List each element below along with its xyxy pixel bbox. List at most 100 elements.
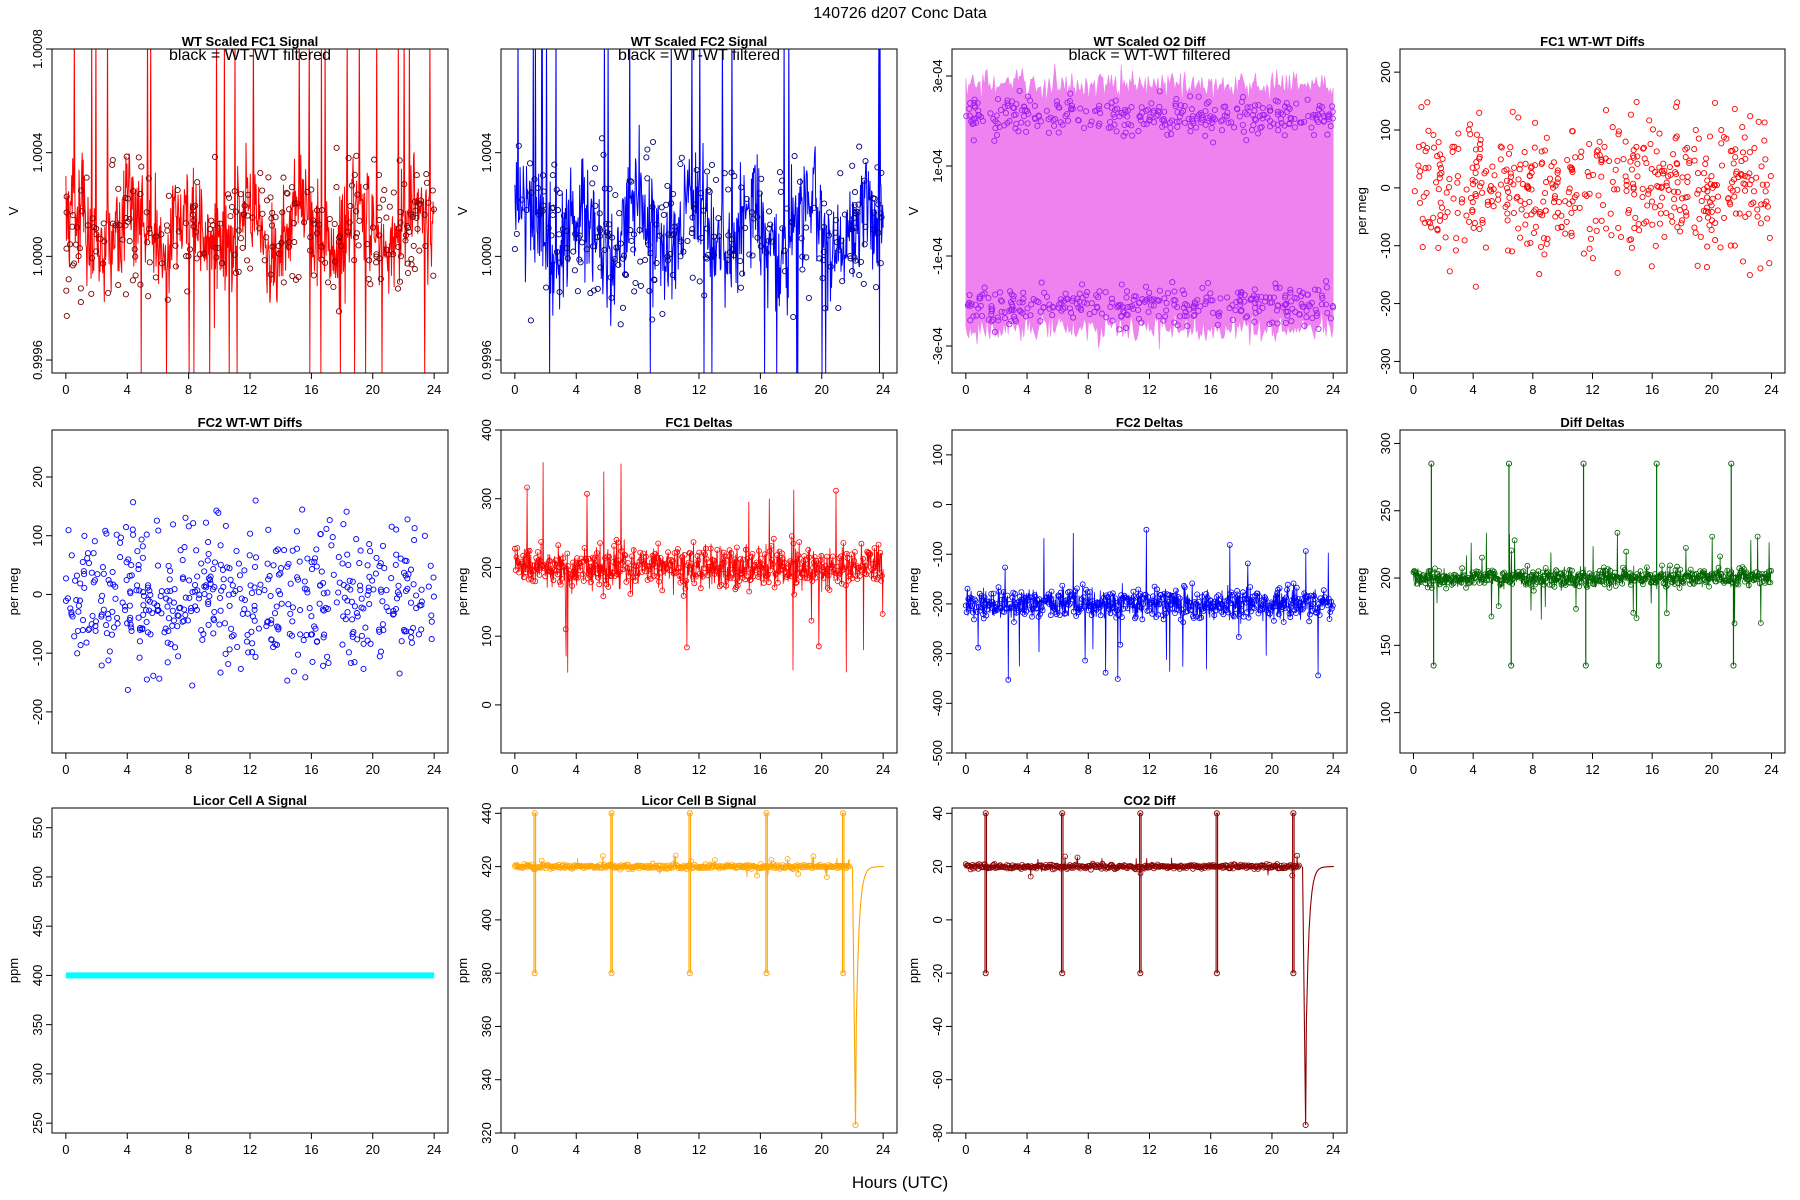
data-point <box>1101 601 1108 607</box>
data-point <box>589 569 595 576</box>
data-point <box>870 561 876 567</box>
data-point <box>1435 186 1442 193</box>
data-point <box>333 144 340 151</box>
data-point <box>1224 294 1231 301</box>
data-point <box>404 260 411 267</box>
data-point <box>814 569 821 575</box>
data-point <box>217 561 224 568</box>
data-point <box>1593 148 1600 155</box>
data-point <box>1081 124 1088 132</box>
data-point <box>383 214 390 221</box>
y-tick-label: 420 <box>479 856 494 878</box>
data-point <box>1074 585 1080 592</box>
data-point <box>1236 113 1243 120</box>
data-point <box>1065 117 1072 124</box>
data-point <box>1541 581 1547 588</box>
data-point <box>1594 147 1601 154</box>
data-point <box>679 578 686 585</box>
data-point <box>425 583 432 590</box>
data-point <box>608 573 615 579</box>
data-point <box>153 233 160 240</box>
data-point <box>1182 301 1189 308</box>
data-point <box>712 176 720 183</box>
data-point <box>1244 609 1250 615</box>
x-axis: 0 4 8 12 16 20 24 <box>62 1133 441 1157</box>
data-point <box>1669 218 1676 225</box>
data-point <box>105 615 112 622</box>
data-point <box>1420 576 1427 583</box>
data-point <box>1231 613 1237 620</box>
data-point <box>221 620 228 627</box>
data-point <box>1256 593 1263 600</box>
data-point <box>1074 295 1081 302</box>
data-point <box>1425 164 1432 171</box>
data-point <box>1231 602 1238 609</box>
data-point <box>1546 175 1554 182</box>
x-tick-label: 8 <box>1085 762 1092 777</box>
data-point <box>1449 148 1456 155</box>
data-point <box>1097 612 1104 619</box>
data-point <box>1436 568 1442 574</box>
data-point <box>569 583 576 589</box>
data-point <box>596 210 603 217</box>
data-point <box>1570 580 1577 587</box>
data-point <box>1615 224 1622 231</box>
data-point <box>1114 105 1121 112</box>
data-point <box>1683 545 1689 551</box>
data-point <box>289 547 296 554</box>
x-tick-label: 0 <box>962 382 969 397</box>
data-point <box>1665 173 1672 180</box>
data-point <box>737 257 744 265</box>
data-point <box>367 281 374 288</box>
data-point <box>333 599 340 606</box>
data-point <box>313 546 320 553</box>
data-point <box>354 613 361 620</box>
data-point <box>113 531 120 538</box>
data-point <box>1315 118 1322 126</box>
data-point <box>721 170 728 177</box>
data-point <box>1584 584 1590 590</box>
data-point <box>1437 151 1444 158</box>
data-point <box>1663 209 1670 217</box>
data-point <box>847 255 854 262</box>
data-point <box>678 568 685 575</box>
data-point <box>538 857 545 864</box>
data-point <box>100 220 107 227</box>
data-point <box>781 247 788 254</box>
data-point <box>1135 586 1142 593</box>
data-point <box>1059 970 1066 977</box>
data-point <box>85 560 93 567</box>
data-point <box>1517 161 1524 168</box>
data-point <box>696 549 703 556</box>
data-point <box>349 630 356 637</box>
data-point <box>533 555 540 561</box>
data-point <box>1076 290 1083 297</box>
data-point <box>998 298 1005 305</box>
data-point <box>349 616 356 623</box>
data-point <box>1717 244 1724 251</box>
data-point <box>351 171 358 178</box>
data-point <box>244 257 251 264</box>
data-point <box>611 255 618 263</box>
data-point <box>856 573 863 579</box>
data-point <box>1146 607 1152 614</box>
data-point <box>246 552 253 559</box>
data-point <box>244 631 251 638</box>
data-point <box>293 528 300 535</box>
data-point <box>660 211 667 218</box>
data-point <box>1006 321 1013 328</box>
data-point <box>1032 115 1039 123</box>
data-point <box>779 225 786 232</box>
data-point <box>206 593 213 600</box>
data-point <box>1631 191 1638 198</box>
data-point <box>275 250 283 257</box>
data-point <box>421 211 428 218</box>
data-point <box>1590 171 1597 178</box>
data-point <box>1290 810 1297 817</box>
data-point <box>659 863 666 870</box>
data-point <box>1113 614 1120 621</box>
data-point <box>694 553 701 559</box>
data-point <box>1443 585 1449 592</box>
x-tick-label: 12 <box>692 1142 706 1157</box>
data-point <box>311 220 318 227</box>
